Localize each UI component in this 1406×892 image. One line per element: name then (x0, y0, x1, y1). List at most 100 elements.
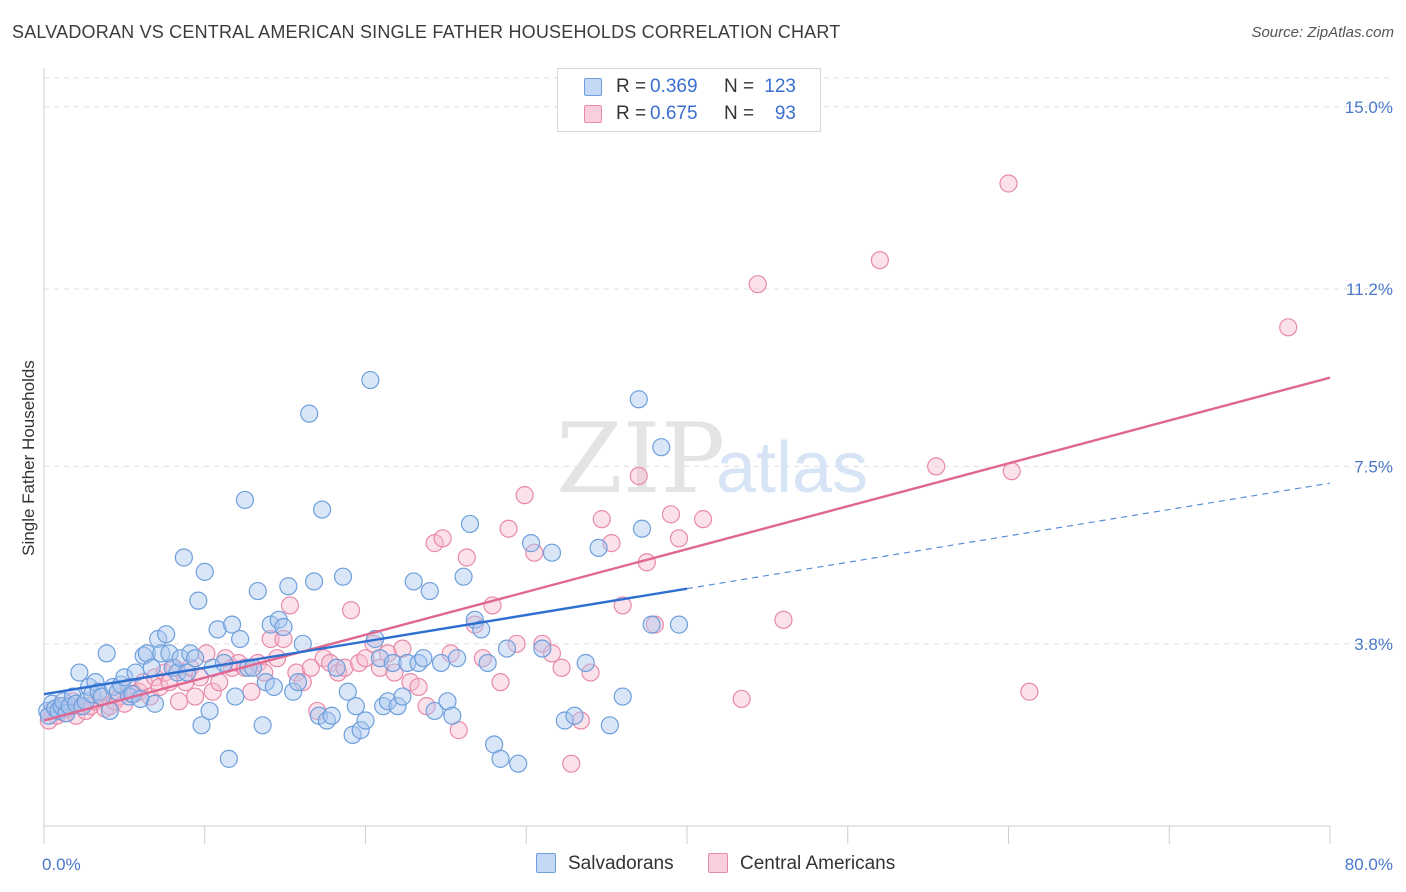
legend-swatch-pink (708, 853, 728, 873)
data-point-salvadorans (600, 716, 619, 735)
data-point-salvadorans (248, 581, 267, 601)
data-point-salvadorans (497, 639, 517, 658)
data-point-salvadorans (351, 721, 370, 740)
data-point-central-americans (870, 251, 890, 270)
data-point-central-americans (693, 510, 713, 529)
legend-swatch-pink (584, 105, 602, 123)
legend-row-central-americans: R = 0.675 N = 93 (558, 101, 820, 127)
data-point-salvadorans (478, 653, 497, 673)
legend-r-label: R = (616, 103, 647, 124)
watermark: ZIP atlas (556, 403, 868, 515)
data-point-salvadorans (509, 754, 528, 773)
data-point-salvadorans (425, 701, 444, 721)
data-point-salvadorans (312, 500, 332, 519)
y-axis-label: Single Father Households (19, 360, 38, 556)
data-point-central-americans (356, 649, 375, 668)
data-point-central-americans (169, 692, 189, 711)
data-point-central-americans (661, 505, 681, 524)
data-point-salvadorans (414, 649, 433, 668)
data-point-salvadorans (235, 490, 255, 510)
data-point-salvadorans (404, 572, 423, 591)
x-tick-label: 0.0% (42, 855, 81, 874)
watermark-zip: ZIP (556, 403, 725, 515)
y-tick-label: 3.8% (1354, 635, 1393, 654)
data-point-central-americans (629, 466, 648, 486)
legend-swatch-blue (584, 78, 602, 96)
data-point-salvadorans (157, 625, 176, 644)
data-point-central-americans (552, 658, 571, 677)
data-point-salvadorans (279, 577, 298, 596)
data-point-salvadorans (192, 716, 211, 735)
data-point-central-americans (341, 601, 361, 620)
data-point-salvadorans (521, 534, 541, 553)
data-point-salvadorans (231, 629, 250, 649)
tick-labels: 3.8% 7.5% 11.2% 15.0% 0.0% 80.0% (42, 98, 1393, 874)
data-point-central-americans (203, 682, 222, 701)
data-point-salvadorans (431, 653, 451, 673)
data-point-salvadorans (222, 615, 242, 634)
x-tick-label: 80.0% (1345, 855, 1393, 874)
data-point-salvadorans (454, 567, 473, 586)
data-point-salvadorans (565, 706, 584, 725)
data-point-salvadorans (448, 649, 467, 668)
data-point-central-americans (491, 673, 510, 692)
data-point-salvadorans (70, 663, 89, 682)
data-point-salvadorans (186, 649, 205, 668)
data-point-central-americans (748, 275, 767, 294)
data-point-salvadorans (322, 706, 341, 725)
data-point-salvadorans (333, 567, 353, 586)
data-point-salvadorans (378, 692, 398, 711)
trend-line-central-americans (43, 376, 1331, 722)
data-point-salvadorans (253, 716, 272, 735)
data-point-salvadorans (142, 658, 161, 677)
data-point-salvadorans (383, 653, 402, 673)
data-point-salvadorans (491, 749, 510, 768)
data-point-salvadorans (652, 438, 671, 457)
data-point-salvadorans (613, 687, 632, 706)
data-point-central-americans (999, 174, 1018, 193)
y-tick-label: 15.0% (1345, 98, 1393, 117)
data-point-central-americans (542, 644, 562, 663)
data-point-salvadorans (460, 514, 480, 534)
data-point-central-americans (525, 543, 544, 562)
legend-n-value: 93 (774, 103, 796, 124)
y-tick-label: 7.5% (1354, 457, 1393, 476)
data-point-salvadorans (189, 591, 208, 610)
legend-r-value: 0.369 (650, 76, 698, 97)
legend-swatch-blue (536, 853, 556, 873)
data-point-salvadorans (388, 697, 407, 716)
legend-stats: R = 0.369 N = 123 R = 0.675 N = 93 (557, 68, 821, 132)
legend-label-central-americans: Central Americans (740, 853, 896, 874)
data-point-central-americans (186, 687, 205, 706)
data-point-salvadorans (195, 562, 214, 581)
data-point-salvadorans (208, 620, 227, 639)
data-point-central-americans (613, 596, 632, 615)
series-central-americans-points (39, 174, 1298, 773)
data-point-salvadorans (576, 653, 595, 673)
data-point-salvadorans (327, 658, 346, 677)
trend-line-salvadorans (43, 587, 688, 696)
data-point-salvadorans (274, 617, 293, 637)
data-point-central-americans (507, 634, 526, 653)
data-point-salvadorans (533, 639, 552, 658)
data-point-central-americans (499, 519, 518, 538)
watermark-atlas: atlas (716, 428, 868, 508)
data-point-central-americans (242, 682, 261, 701)
data-point-central-americans (562, 754, 581, 773)
data-point-central-americans (669, 529, 689, 548)
data-point-central-americans (457, 548, 476, 567)
legend-n-label: N = (724, 76, 755, 97)
data-point-salvadorans (356, 711, 375, 730)
data-point-salvadorans (97, 644, 116, 663)
data-point-salvadorans (226, 687, 245, 706)
data-point-central-americans (533, 634, 552, 653)
data-point-salvadorans (288, 673, 308, 692)
legend-row-salvadorans: R = 0.369 N = 123 (558, 74, 820, 100)
data-point-salvadorans (200, 701, 219, 721)
legend-label-salvadorans: Salvadorans (568, 853, 674, 874)
data-point-central-americans (581, 663, 600, 682)
data-point-salvadorans (542, 543, 562, 562)
data-point-salvadorans (174, 548, 193, 567)
data-point-salvadorans (669, 615, 689, 634)
data-point-salvadorans (443, 706, 462, 725)
